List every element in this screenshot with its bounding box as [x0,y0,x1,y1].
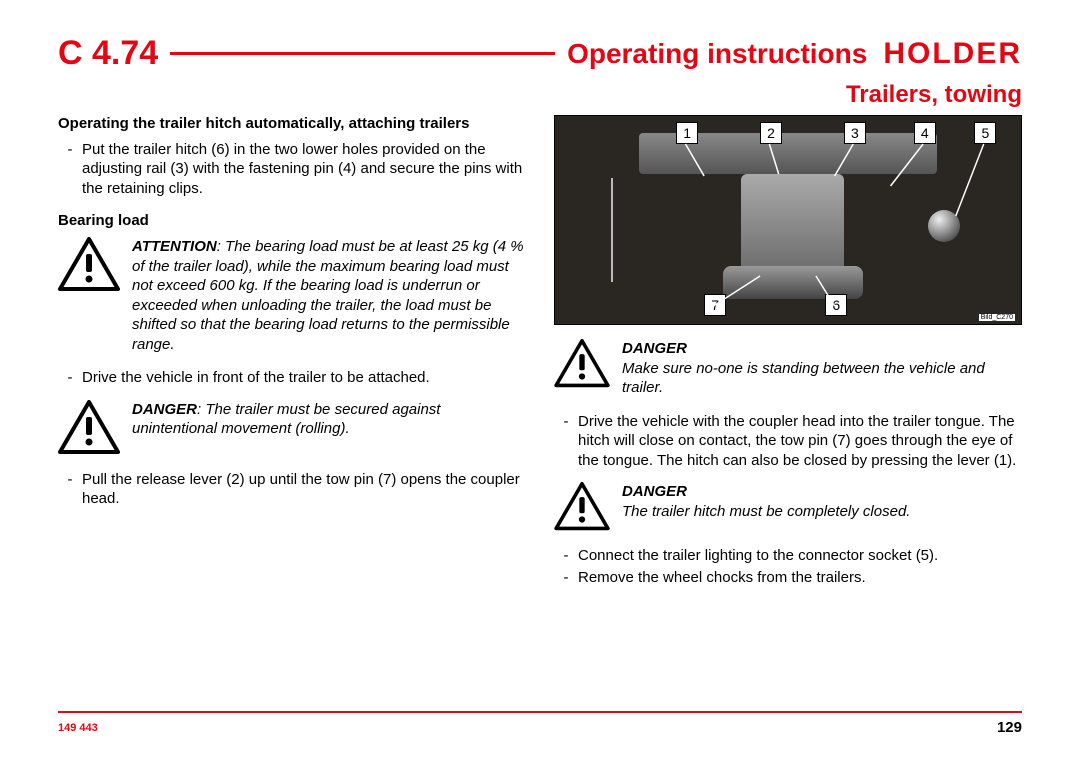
left-column: Operating the trailer hitch automaticall… [58,115,526,599]
danger-label: DANGER [132,401,197,418]
document-number: 149 443 [58,722,98,734]
danger-label: DANGER [622,482,1022,502]
danger-block: DANGER The trailer hitch must be complet… [554,482,1022,532]
attention-block: ATTENTION: The bearing load must be at l… [58,237,526,354]
page-footer: 149 443 129 [58,711,1022,736]
list-item: -Put the trailer hitch (6) in the two lo… [58,140,526,199]
warning-icon [58,400,120,456]
header-rule [170,52,555,55]
danger-text: Make sure no-one is standing between the… [622,359,1022,398]
brand-logo: HOLDER [883,37,1022,71]
section-heading: Bearing load [58,212,526,231]
page-number: 129 [997,719,1022,736]
figure-leaders [555,116,1021,324]
header: C 4.74 Operating instructions HOLDER [58,34,1022,73]
list-item: -Remove the wheel chocks from the traile… [554,568,1022,588]
list-item: -Drive the vehicle in front of the trail… [58,368,526,388]
danger-block: DANGER Make sure no-one is standing betw… [554,339,1022,398]
warning-icon [554,339,610,389]
danger-block: DANGER: The trailer must be secured agai… [58,400,526,456]
list-item: -Connect the trailer lighting to the con… [554,546,1022,566]
doc-title: Operating instructions [567,38,867,70]
right-column: 1 2 3 4 5 6 7 Bild_C270 [554,115,1022,599]
danger-label: DANGER [622,339,1022,359]
attention-text: : The bearing load must be at least 25 k… [132,238,524,353]
model-number: C 4.74 [58,34,158,73]
section-heading: Operating the trailer hitch automaticall… [58,115,526,134]
list-item: -Pull the release lever (2) up until the… [58,470,526,509]
figure-caption: Bild_C270 [979,314,1015,321]
danger-text: The trailer hitch must be completely clo… [622,502,1022,522]
warning-icon [58,237,120,293]
hitch-figure: 1 2 3 4 5 6 7 Bild_C270 [554,115,1022,325]
list-item: -Drive the vehicle with the coupler head… [554,412,1022,471]
attention-label: ATTENTION [132,238,217,255]
warning-icon [554,482,610,532]
section-subtitle: Trailers, towing [846,81,1022,108]
